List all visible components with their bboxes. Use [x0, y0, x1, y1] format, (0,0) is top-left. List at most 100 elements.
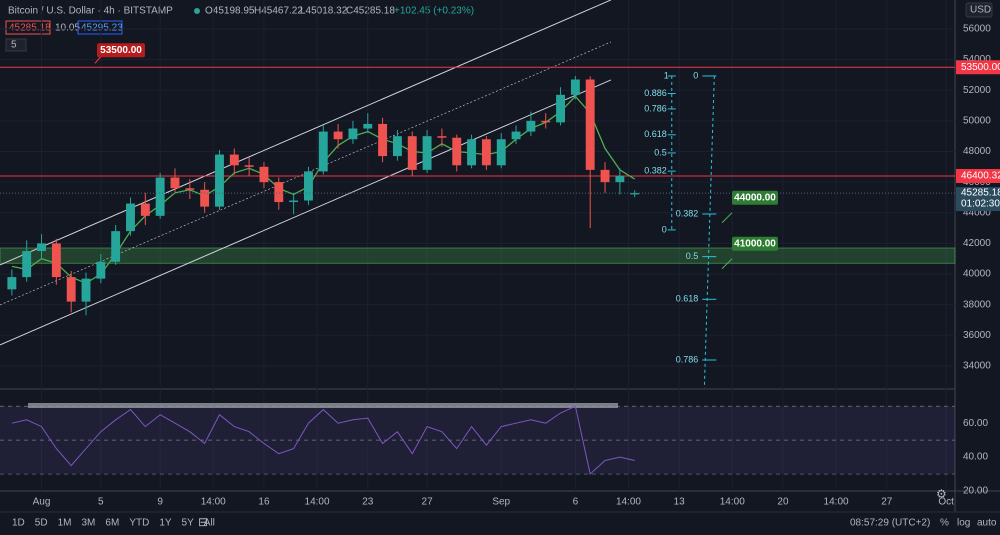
fib-level-label: 1	[664, 70, 669, 80]
bid[interactable]: 45285.18	[9, 23, 51, 34]
y-tick-label: 34000	[963, 361, 991, 372]
callout-leader	[721, 258, 733, 270]
range-button[interactable]: 1D	[12, 518, 25, 529]
x-tick-label: 23	[362, 497, 374, 508]
last-price-label: 45285.18	[961, 188, 1000, 199]
log-toggle[interactable]: log	[957, 518, 970, 529]
currency-box[interactable]	[965, 2, 993, 18]
low: L45018.32	[300, 6, 348, 17]
range-button[interactable]: 5D	[35, 518, 48, 529]
callout-label: 53500.00	[100, 45, 142, 56]
candle-body	[66, 277, 76, 302]
auto-toggle[interactable]: auto	[977, 518, 997, 529]
candle-body	[378, 123, 388, 157]
x-tick-label: 13	[674, 497, 686, 508]
range-button[interactable]: 1M	[58, 518, 72, 529]
percent-toggle[interactable]: %	[940, 518, 949, 529]
x-tick-label: Sep	[492, 497, 510, 508]
range-button[interactable]: All	[204, 518, 215, 529]
range-button[interactable]: 5Y	[182, 518, 195, 529]
candle-body	[437, 136, 447, 138]
fib-level-label: 0.786	[644, 103, 667, 113]
x-tick-label: 14:00	[201, 497, 226, 508]
y-tick-label: 50000	[963, 115, 991, 126]
open: O45198.95	[205, 6, 255, 17]
candle-body	[392, 136, 402, 157]
price-tag-label: 46400.32	[961, 171, 1000, 182]
x-tick-label: 9	[157, 497, 163, 508]
rsi-line	[11, 405, 635, 476]
fib-level-label: 0.5	[686, 251, 699, 261]
indicators-count[interactable]: 5	[11, 40, 17, 51]
x-tick-label: 27	[422, 497, 434, 508]
candle-body	[170, 177, 180, 189]
range-button[interactable]: 6M	[105, 518, 119, 529]
range-button[interactable]: YTD	[129, 518, 149, 529]
x-tick-label: Oct	[938, 497, 954, 508]
candle-body	[541, 120, 551, 123]
ask[interactable]: 45295.23	[81, 23, 123, 34]
price-tag	[956, 168, 1000, 183]
price-tag-label: 53500.00	[961, 62, 1000, 73]
candle-body	[467, 139, 477, 166]
candle-body	[363, 123, 373, 129]
candle-body	[496, 139, 506, 166]
rsi-tick-label: 20.00	[963, 486, 988, 497]
y-tick-label: 38000	[963, 299, 991, 310]
candle-body	[570, 79, 580, 95]
ask-box[interactable]	[77, 20, 123, 35]
change: +102.45 (+0.23%)	[394, 6, 474, 17]
callout-box	[732, 190, 778, 205]
x-tick-label: 20	[777, 497, 789, 508]
support-zone	[0, 247, 956, 264]
y-tick-label: 40000	[963, 269, 991, 280]
x-tick-label: 14:00	[824, 497, 849, 508]
bid-box[interactable]	[5, 20, 51, 35]
callout-label: 41000.00	[734, 238, 776, 249]
callout-box	[97, 43, 145, 58]
candle-body	[51, 243, 61, 278]
candle-body	[185, 188, 195, 190]
range-button[interactable]: 3M	[82, 518, 96, 529]
compare-icon[interactable]: ⊟	[198, 515, 208, 529]
callout-box	[732, 236, 778, 251]
candle-body	[37, 243, 46, 252]
countdown: 01:02:30	[961, 199, 1000, 210]
high: H45467.22	[254, 6, 303, 17]
x-tick-label: 6	[573, 497, 579, 508]
candle-body	[229, 154, 239, 166]
indicators-toggle[interactable]	[5, 38, 27, 52]
candle-body	[155, 177, 165, 216]
candle-body	[407, 136, 417, 170]
y-tick-label: 44000	[963, 207, 991, 218]
candle-body	[200, 189, 210, 207]
fib-level-label: 0	[662, 224, 667, 234]
currency[interactable]: USD	[970, 5, 991, 16]
x-tick-label: 16	[258, 497, 270, 508]
candle-body	[600, 169, 610, 183]
candle-body	[111, 231, 121, 262]
candle-body	[481, 139, 491, 166]
y-tick-label: 54000	[963, 54, 991, 65]
candle-body	[303, 171, 313, 201]
y-tick-label: 48000	[963, 146, 991, 157]
range-button[interactable]: 1Y	[159, 518, 172, 529]
candle-body	[244, 165, 254, 167]
callout-label: 44000.00	[734, 192, 776, 203]
x-tick-label: 5	[98, 497, 104, 508]
x-tick-label: Aug	[33, 497, 51, 508]
candle-body	[630, 193, 640, 195]
candle-body	[511, 131, 521, 140]
settings-icon[interactable]: ⚙	[936, 487, 947, 501]
candle-body	[96, 261, 106, 279]
y-tick-label: 36000	[963, 330, 991, 341]
candle-body	[615, 176, 625, 183]
clock[interactable]: 08:57:29 (UTC+2)	[850, 518, 930, 529]
price-tag	[956, 60, 1000, 75]
y-tick-label: 52000	[963, 85, 991, 96]
candle-body	[422, 136, 432, 170]
rsi-tick-label: 40.00	[963, 452, 988, 463]
candle-body	[556, 94, 565, 123]
